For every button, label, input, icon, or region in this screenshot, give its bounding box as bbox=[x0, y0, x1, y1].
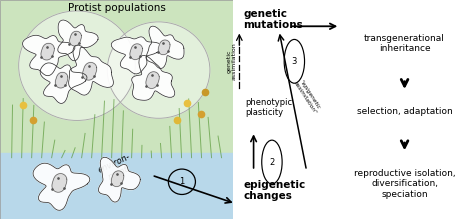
Polygon shape bbox=[146, 72, 159, 88]
Text: "epigenetic
assimilation": "epigenetic assimilation" bbox=[293, 78, 322, 115]
Text: epigenetic
changes: epigenetic changes bbox=[244, 180, 306, 201]
Text: selection, adaptation: selection, adaptation bbox=[356, 107, 453, 116]
Polygon shape bbox=[41, 43, 55, 60]
Circle shape bbox=[18, 11, 135, 120]
Polygon shape bbox=[99, 157, 140, 202]
Text: 2: 2 bbox=[269, 157, 274, 167]
Text: 3: 3 bbox=[292, 57, 297, 66]
Polygon shape bbox=[33, 163, 90, 210]
Polygon shape bbox=[130, 44, 143, 60]
Text: 1: 1 bbox=[179, 177, 184, 186]
Polygon shape bbox=[82, 62, 97, 80]
Text: Protist populations: Protist populations bbox=[68, 3, 165, 13]
Text: phenotypic
plasticity: phenotypic plasticity bbox=[246, 98, 292, 117]
Text: reproductive isolation,
diversification,
speciation: reproductive isolation, diversification,… bbox=[354, 169, 456, 199]
Text: genetic
assimilation: genetic assimilation bbox=[226, 42, 236, 80]
Bar bbox=[0, 153, 233, 219]
Polygon shape bbox=[22, 35, 75, 76]
Text: environ-
ment: environ- ment bbox=[97, 152, 137, 185]
Polygon shape bbox=[132, 55, 175, 100]
Bar bbox=[0, 0, 233, 158]
Text: genetic
mutations: genetic mutations bbox=[244, 9, 303, 30]
Polygon shape bbox=[55, 72, 68, 88]
Polygon shape bbox=[111, 37, 162, 74]
Polygon shape bbox=[111, 171, 124, 187]
Text: transgenerational
inheritance: transgenerational inheritance bbox=[364, 34, 445, 53]
Circle shape bbox=[107, 22, 210, 118]
Polygon shape bbox=[69, 45, 113, 95]
Polygon shape bbox=[70, 31, 82, 46]
Polygon shape bbox=[158, 40, 170, 55]
Polygon shape bbox=[146, 26, 184, 69]
Polygon shape bbox=[52, 174, 67, 192]
Polygon shape bbox=[40, 63, 87, 103]
Polygon shape bbox=[58, 20, 98, 61]
